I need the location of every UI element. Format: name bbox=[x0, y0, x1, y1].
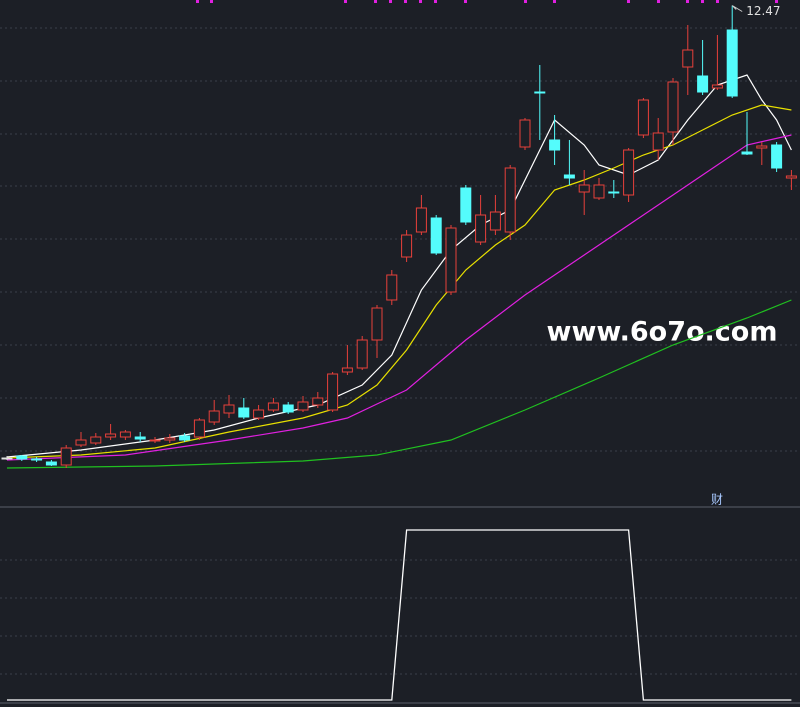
candle-body bbox=[253, 409, 265, 419]
candle-body bbox=[682, 49, 694, 68]
dot bbox=[775, 0, 778, 3]
candle-body bbox=[208, 410, 220, 423]
candle-body bbox=[238, 407, 250, 418]
candle-body bbox=[415, 207, 427, 233]
candle-body bbox=[119, 431, 131, 438]
dot bbox=[419, 0, 422, 3]
dot bbox=[553, 0, 556, 3]
candle-body bbox=[741, 151, 753, 155]
dot bbox=[374, 0, 377, 3]
candle-body bbox=[445, 227, 457, 293]
candle-body bbox=[549, 139, 561, 151]
candle-body bbox=[356, 339, 368, 369]
candle-body bbox=[637, 99, 649, 136]
candle-body bbox=[1, 457, 13, 460]
moving-average bbox=[6, 299, 792, 469]
candle-body bbox=[60, 447, 72, 466]
candle-body bbox=[327, 373, 339, 411]
candle-body bbox=[519, 119, 531, 148]
candle-body bbox=[489, 211, 501, 231]
candle-body bbox=[608, 191, 620, 194]
candle-body bbox=[563, 174, 575, 179]
max-label: 12.47 bbox=[746, 4, 780, 18]
candle-body bbox=[193, 419, 205, 438]
dot bbox=[196, 0, 199, 3]
candle-body bbox=[45, 461, 57, 466]
candle-body bbox=[504, 167, 516, 233]
candle-body bbox=[105, 433, 117, 438]
watermark: www.6o7o.com bbox=[547, 317, 778, 348]
candle-body bbox=[697, 75, 709, 93]
dot bbox=[701, 0, 704, 3]
candle-body bbox=[578, 184, 590, 193]
candle-body bbox=[223, 404, 235, 414]
candle-body bbox=[460, 187, 472, 223]
candle-body bbox=[371, 307, 383, 341]
dot bbox=[210, 0, 213, 3]
candle-body bbox=[756, 145, 768, 149]
moving-average bbox=[6, 104, 792, 459]
dot bbox=[434, 0, 437, 3]
dot bbox=[686, 0, 689, 3]
candle-body bbox=[164, 437, 176, 441]
candle-body bbox=[623, 149, 635, 196]
candle-body bbox=[282, 404, 294, 413]
top-dots bbox=[196, 0, 778, 3]
candle-body bbox=[267, 402, 279, 411]
candle-body bbox=[711, 84, 723, 89]
dot bbox=[657, 0, 660, 3]
candle-body bbox=[652, 132, 664, 151]
dot bbox=[716, 0, 719, 3]
max-pointer bbox=[731, 5, 743, 12]
candle-body bbox=[312, 397, 324, 406]
candle-body bbox=[785, 175, 797, 179]
candle-body bbox=[593, 184, 605, 199]
candle-body bbox=[771, 144, 783, 169]
candle-body bbox=[726, 29, 738, 97]
candle-body bbox=[430, 217, 442, 254]
candle-body bbox=[475, 214, 487, 243]
candle-body bbox=[401, 234, 413, 258]
grid bbox=[0, 27, 800, 675]
moving-average bbox=[6, 134, 792, 461]
dot bbox=[464, 0, 467, 3]
candle-body bbox=[16, 455, 28, 460]
candle-body bbox=[386, 274, 398, 301]
candle-body bbox=[534, 91, 546, 94]
dot bbox=[344, 0, 347, 3]
candle-body bbox=[149, 439, 161, 442]
moving-average bbox=[6, 74, 792, 458]
dot bbox=[389, 0, 392, 3]
candle-body bbox=[179, 435, 191, 441]
candle-body bbox=[297, 401, 309, 411]
candle-body bbox=[75, 439, 87, 446]
candle-body bbox=[134, 436, 146, 440]
candle-body bbox=[341, 367, 353, 373]
marker-label: 财 bbox=[711, 493, 723, 507]
signal-line bbox=[7, 529, 792, 701]
dot bbox=[627, 0, 630, 3]
candle-body bbox=[90, 436, 102, 444]
dot bbox=[524, 0, 527, 3]
dot bbox=[404, 0, 407, 3]
candle-body bbox=[667, 81, 679, 133]
candle-body bbox=[31, 458, 43, 461]
